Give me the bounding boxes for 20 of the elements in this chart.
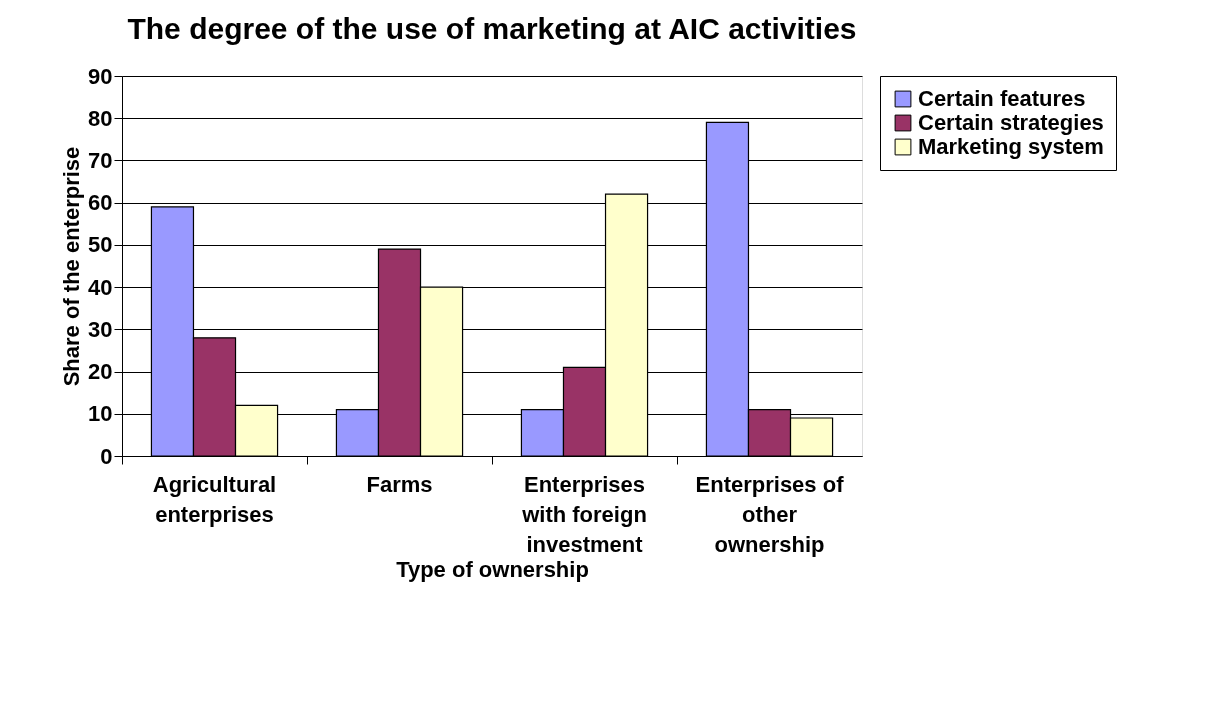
y-axis-title: Share of the enterprise <box>59 146 85 387</box>
x-axis-title: Type of ownership <box>396 556 589 582</box>
y-tick-label: 40 <box>88 274 113 300</box>
legend-label: Certain strategies <box>918 110 1104 135</box>
x-tick-label: Enterprises of other ownership <box>695 471 845 557</box>
y-tick-label: 90 <box>88 63 113 89</box>
y-tick-label: 10 <box>88 401 113 427</box>
y-tick-label: 20 <box>88 359 113 385</box>
chart-title: The degree of the use of marketing at AIC activities <box>127 12 857 45</box>
y-tick-label: 60 <box>88 190 113 216</box>
legend-label: Certain features <box>918 86 1086 111</box>
y-tick-label: 50 <box>88 232 113 258</box>
x-tick-label: Farms <box>366 471 433 497</box>
legend-label: Marketing system <box>918 134 1104 159</box>
x-tick-label: Agricultural enterprises <box>152 471 277 527</box>
y-tick-label: 30 <box>88 316 113 342</box>
x-tick-label: Enterprises with foreign investment <box>521 471 647 557</box>
y-tick-label: 70 <box>88 147 113 173</box>
y-tick-label: 80 <box>88 105 113 131</box>
y-tick-label: 0 <box>100 443 113 469</box>
